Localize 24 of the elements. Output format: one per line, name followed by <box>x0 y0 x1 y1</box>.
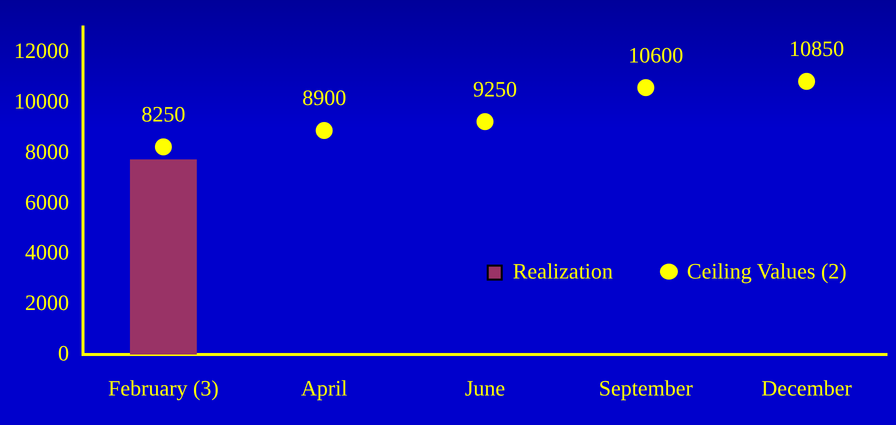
data-label: 8250 <box>141 102 186 127</box>
data-label: 10850 <box>789 36 844 62</box>
x-tick-label: December <box>761 376 852 401</box>
y-tick-label: 10000 <box>14 88 69 114</box>
x-tick-label: February (3) <box>108 376 219 401</box>
data-label: 10600 <box>628 42 684 68</box>
point <box>476 113 494 130</box>
y-tick-label: 12000 <box>14 38 69 64</box>
point <box>316 122 333 139</box>
y-tick-label: 4000 <box>25 240 69 265</box>
data-label: 8900 <box>302 85 346 110</box>
y-tick-label: 2000 <box>25 290 69 316</box>
point <box>798 72 816 90</box>
x-tick-label: April <box>300 376 348 401</box>
x-tick-label: September <box>598 376 694 401</box>
legend-label: Realization <box>512 258 613 284</box>
point <box>154 138 172 156</box>
data-label: 9250 <box>473 76 517 102</box>
x-tick-label: June <box>464 376 506 401</box>
y-tick-label: 0 <box>58 340 69 366</box>
point <box>637 79 654 96</box>
y-tick-label: 6000 <box>25 189 69 214</box>
legend-label: Ceiling Values (2) <box>686 258 847 284</box>
y-tick-label: 8000 <box>25 138 69 164</box>
